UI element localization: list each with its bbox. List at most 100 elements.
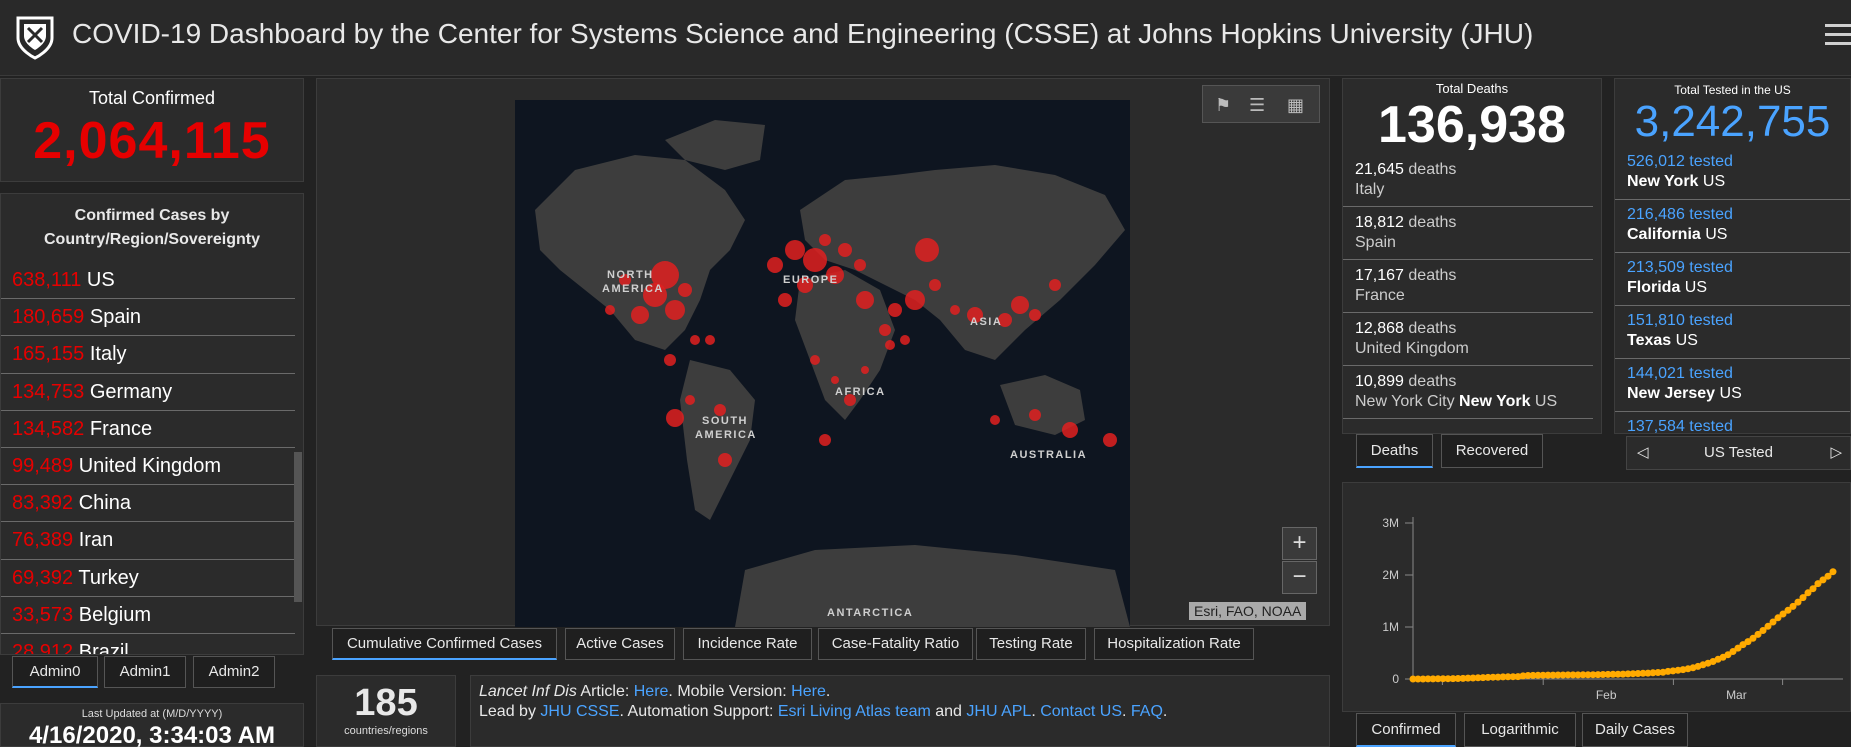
data-point[interactable] (1744, 638, 1752, 646)
outbreak-circle[interactable] (838, 243, 852, 257)
list-item[interactable]: 10,899 deaths New York City New York US (1343, 366, 1593, 419)
hamburger-menu-icon[interactable] (1825, 24, 1851, 50)
tab-admin2[interactable]: Admin2 (193, 656, 275, 688)
tab-admin0[interactable]: Admin0 (12, 656, 98, 688)
zoom-in-button[interactable]: + (1282, 527, 1317, 560)
outbreak-circle[interactable] (778, 293, 792, 307)
list-item[interactable]: 134,582 France (1, 411, 295, 448)
tab-logarithmic-chart[interactable]: Logarithmic (1464, 713, 1576, 747)
outbreak-circle[interactable] (1103, 433, 1117, 447)
data-point[interactable] (1424, 675, 1432, 683)
data-point[interactable] (1639, 669, 1647, 677)
outbreak-circle[interactable] (854, 259, 866, 271)
outbreak-circle[interactable] (888, 303, 902, 317)
data-point[interactable] (1764, 622, 1772, 630)
list-item[interactable]: 638,111 US (1, 262, 295, 300)
data-point[interactable] (1749, 634, 1757, 642)
outbreak-circle[interactable] (879, 324, 891, 336)
tab-deaths[interactable]: Deaths (1356, 434, 1433, 468)
data-point[interactable] (1629, 670, 1637, 678)
data-point[interactable] (1469, 674, 1477, 682)
data-point[interactable] (1544, 671, 1552, 679)
bookmark-icon[interactable]: ⚑ (1215, 95, 1232, 115)
list-item[interactable]: 83,392 China (1, 485, 295, 523)
data-point[interactable] (1779, 610, 1787, 618)
world-map[interactable]: NORTH AMERICA EUROPE ASIA AFRICA SOUTH A… (515, 100, 1130, 627)
outbreak-circle[interactable] (1011, 296, 1029, 314)
data-point[interactable] (1584, 671, 1592, 679)
list-item[interactable]: 180,659 Spain (1, 299, 295, 337)
list-item[interactable]: 33,573 Belgium (1, 597, 295, 634)
data-point[interactable] (1759, 627, 1767, 634)
list-item[interactable]: 76,389 Iran (1, 522, 295, 560)
list-item[interactable]: 69,392 Turkey (1, 560, 295, 597)
chevron-right-icon[interactable]: ▷ (1830, 444, 1842, 461)
outbreak-circle[interactable] (900, 335, 910, 345)
contact-us-link[interactable]: Contact US (1040, 703, 1123, 720)
jhu-apl-link[interactable]: JHU APL (966, 703, 1032, 720)
data-point[interactable] (1524, 672, 1532, 679)
data-point[interactable] (1474, 674, 1482, 682)
list-item[interactable]: 21,645 deaths Italy (1343, 154, 1593, 207)
tab-incidence-rate[interactable]: Incidence Rate (683, 628, 812, 660)
data-point[interactable] (1534, 671, 1542, 679)
outbreak-circle[interactable] (1049, 279, 1061, 291)
data-point[interactable] (1419, 675, 1427, 683)
data-point[interactable] (1814, 580, 1822, 588)
data-point[interactable] (1819, 576, 1827, 584)
list-item[interactable]: 99,489 United Kingdom (1, 448, 295, 486)
outbreak-circle[interactable] (797, 277, 813, 293)
data-point[interactable] (1644, 669, 1652, 677)
data-point[interactable] (1609, 670, 1617, 678)
data-point[interactable] (1539, 671, 1547, 679)
outbreak-circle[interactable] (967, 307, 983, 323)
outbreak-circle[interactable] (605, 305, 615, 315)
list-item[interactable]: 28,912 Brazil (1, 634, 295, 654)
tab-case-fatality[interactable]: Case-Fatality Ratio (818, 628, 973, 660)
tab-confirmed-chart[interactable]: Confirmed (1356, 713, 1456, 747)
data-point[interactable] (1789, 602, 1797, 610)
list-item[interactable]: 12,868 deaths United Kingdom (1343, 313, 1593, 366)
data-point[interactable] (1444, 675, 1452, 683)
data-point[interactable] (1564, 671, 1572, 679)
outbreak-circle[interactable] (705, 335, 715, 345)
outbreak-circle[interactable] (803, 248, 827, 272)
list-item[interactable]: 144,021 tested New Jersey US (1615, 359, 1850, 412)
outbreak-circle[interactable] (1029, 409, 1041, 421)
data-point[interactable] (1454, 675, 1462, 682)
outbreak-circle[interactable] (619, 274, 631, 286)
data-point[interactable] (1569, 671, 1577, 679)
data-point[interactable] (1484, 673, 1492, 681)
esri-living-atlas-link[interactable]: Esri Living Atlas team (777, 703, 931, 720)
data-point[interactable] (1554, 671, 1562, 679)
outbreak-circle[interactable] (844, 394, 856, 406)
data-point[interactable] (1729, 648, 1737, 655)
outbreak-circle[interactable] (666, 409, 684, 427)
outbreak-circle[interactable] (718, 453, 732, 467)
outbreak-circle[interactable] (767, 257, 783, 273)
outbreak-circle[interactable] (819, 234, 831, 246)
data-point[interactable] (1614, 670, 1622, 678)
data-point[interactable] (1724, 651, 1732, 659)
data-point[interactable] (1409, 675, 1417, 683)
outbreak-circle[interactable] (856, 291, 874, 309)
data-point[interactable] (1769, 618, 1777, 626)
outbreak-circle[interactable] (714, 404, 726, 416)
outbreak-circle[interactable] (1029, 309, 1041, 321)
data-point[interactable] (1559, 671, 1567, 679)
data-point[interactable] (1509, 673, 1517, 681)
data-point[interactable] (1449, 675, 1457, 683)
data-point[interactable] (1429, 675, 1437, 683)
data-point[interactable] (1479, 674, 1487, 682)
outbreak-circle[interactable] (664, 354, 676, 366)
outbreak-circle[interactable] (885, 340, 895, 350)
tab-cumulative-confirmed[interactable]: Cumulative Confirmed Cases (332, 628, 557, 660)
outbreak-circle[interactable] (785, 240, 805, 260)
data-point[interactable] (1529, 671, 1537, 679)
data-point[interactable] (1799, 594, 1807, 602)
outbreak-circle[interactable] (950, 305, 960, 315)
data-point[interactable] (1579, 671, 1587, 679)
data-point[interactable] (1654, 669, 1662, 676)
data-point[interactable] (1734, 644, 1742, 652)
basemap-gallery-icon[interactable]: ▦ (1287, 95, 1305, 115)
